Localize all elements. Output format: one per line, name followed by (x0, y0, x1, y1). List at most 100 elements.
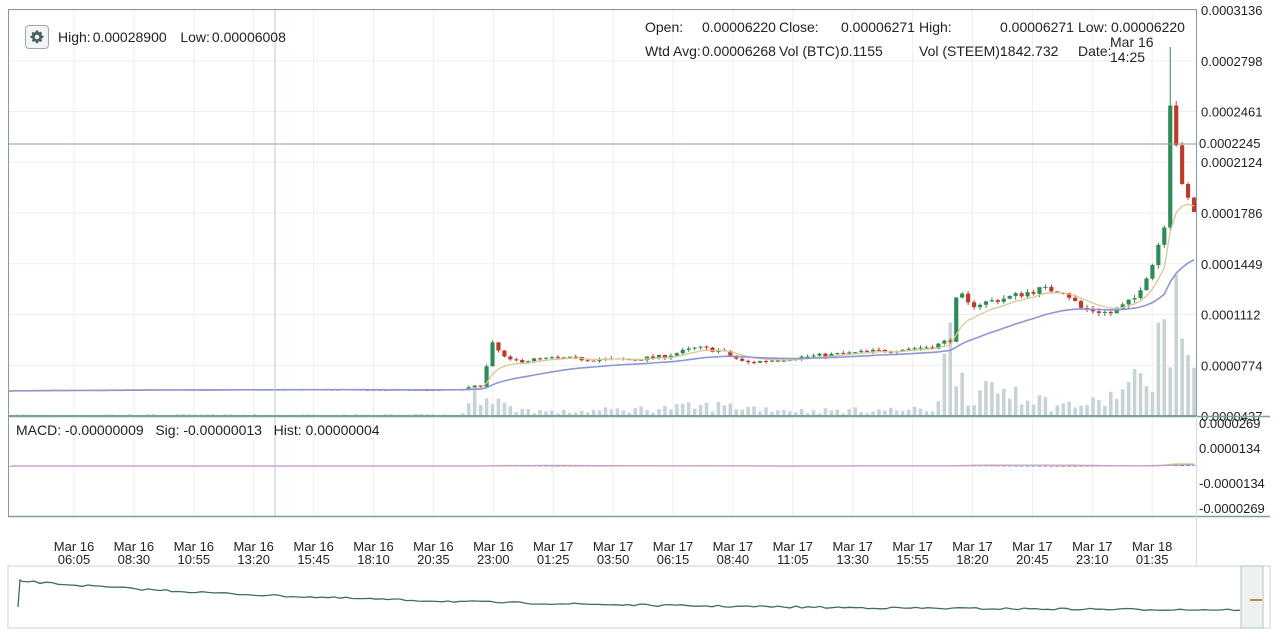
volume-bar (484, 398, 489, 416)
volume-bar (1073, 407, 1077, 416)
hist-value: 0.00000004 (305, 422, 380, 438)
macd-hist-bar (543, 465, 549, 467)
candle-body (847, 352, 852, 354)
volume-bar (746, 406, 750, 416)
macd-hist-bar (1025, 465, 1030, 467)
volume-bar (1031, 404, 1036, 416)
sig-value: -0.00000013 (183, 422, 262, 438)
candle-body (930, 347, 935, 349)
candle-body (853, 352, 858, 354)
macd-hist-bar (1037, 465, 1042, 467)
open-label: Open: (645, 19, 684, 35)
candle-body (496, 342, 501, 351)
volume-bar (1049, 411, 1054, 416)
candle-body (835, 353, 840, 355)
volume-bar (877, 409, 881, 416)
candle-body (918, 347, 923, 349)
volume-bar (972, 405, 976, 416)
macd-tick-label: -0.0000269 (1199, 501, 1265, 516)
macd-hist-bar (573, 466, 578, 467)
volume-bar (657, 409, 661, 416)
x-tick-date: Mar 17 (653, 539, 693, 554)
volume-bar (675, 404, 679, 416)
macd-readout: MACD: -0.00000009 Sig: -0.00000013 Hist:… (16, 422, 380, 438)
macd-hist-bar (1013, 465, 1018, 467)
macd-layer (8, 463, 1197, 467)
volume-bar (1180, 338, 1184, 416)
candle-body (781, 360, 786, 362)
volume-bar (663, 405, 667, 416)
close-value: 0.00006271 (841, 19, 915, 35)
candle-body (882, 349, 887, 352)
ma-slow-line (10, 259, 1195, 392)
volume-bar (1013, 386, 1018, 416)
candle-body (1049, 286, 1054, 292)
volume-bar (894, 410, 899, 416)
volume-bar (472, 390, 477, 416)
volume-bar (853, 407, 857, 416)
high-label: High: (58, 29, 91, 45)
volume-bar (871, 411, 875, 416)
candle-body (740, 358, 745, 361)
volume-bar (1061, 403, 1066, 416)
volume-bar (1019, 404, 1024, 416)
wtd-avg-label: Wtd Avg: (645, 43, 701, 59)
date-label: Date: (1078, 43, 1112, 59)
candle-body (936, 343, 941, 349)
volume-bar (692, 408, 697, 416)
candle-layer (8, 47, 1197, 392)
volume-bar (490, 404, 495, 416)
price-pane-border (8, 9, 1197, 416)
volume-bar (615, 408, 620, 416)
volume-bar (1055, 405, 1060, 416)
vol-steem-label: Vol (STEEM): (919, 43, 1004, 59)
macd-hist-bar (1049, 466, 1054, 467)
candle-body (532, 358, 537, 362)
candle-body (585, 360, 590, 362)
volume-bar (538, 410, 542, 416)
candle-body (686, 348, 691, 350)
volume-bar (1085, 405, 1089, 416)
candle-body (1168, 105, 1173, 228)
volume-bar (716, 401, 721, 416)
macd-hist-bar (1084, 466, 1090, 467)
candle-body (805, 356, 810, 358)
volume-bar (793, 412, 798, 416)
candle-body (543, 357, 549, 359)
candle-body (1180, 145, 1185, 184)
settings-button[interactable] (25, 25, 49, 49)
y-tick-label: 0.0001449 (1201, 257, 1262, 272)
x-tick-time: 08:40 (717, 552, 750, 567)
candle-body (1120, 304, 1125, 309)
volume-bar (645, 410, 649, 416)
macd-hist-bar (1055, 466, 1060, 467)
candle-body (484, 366, 489, 387)
volume-bar (1126, 381, 1131, 416)
frame-layer: 0.0002245 (8, 9, 1270, 566)
candle-body (1096, 311, 1101, 313)
volume-bar (1144, 386, 1149, 416)
volume-bar (954, 386, 959, 416)
axis-layer: 0.0003136 0.0002798 0.0002461 0.0002124 0.00… (54, 3, 1265, 567)
volume-bar (966, 405, 970, 416)
candle-body (763, 361, 769, 363)
candle-body (1025, 292, 1030, 297)
volume-bar (556, 413, 560, 416)
macd-hist-bar (567, 466, 572, 467)
candle-body (948, 340, 953, 342)
volume-bar (508, 406, 513, 416)
candle-body (639, 359, 644, 361)
volume-bar (1079, 405, 1083, 416)
x-tick-time: 11:05 (777, 552, 809, 567)
macd-hist-bar (537, 465, 543, 467)
x-tick-date: Mar 17 (892, 539, 932, 554)
volume-bar (996, 393, 1000, 416)
volume-bar (758, 411, 762, 416)
macd-hist-bar (1061, 466, 1066, 467)
macd-hist-bar (1180, 465, 1185, 466)
volume-bar (787, 411, 792, 416)
volume-bar (466, 403, 471, 416)
x-tick-time: 03:50 (597, 552, 630, 567)
candle-body (1090, 309, 1096, 312)
candle-body (1108, 311, 1113, 314)
